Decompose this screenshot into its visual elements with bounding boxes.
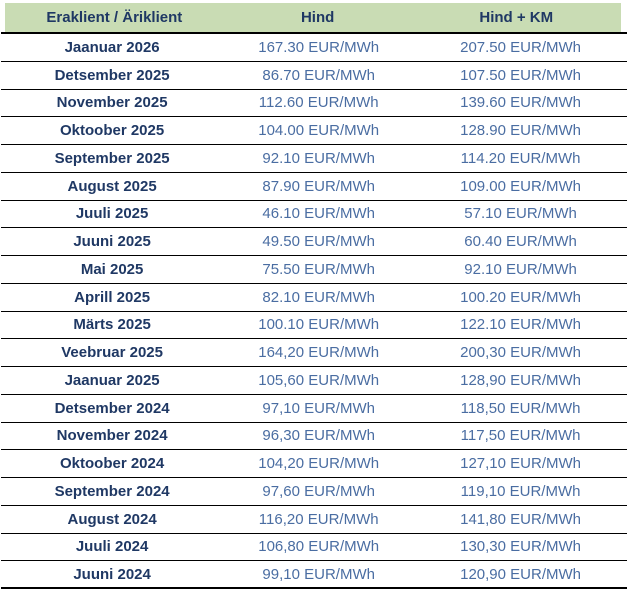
hind-cell: 97,10 EUR/MWh — [262, 399, 375, 417]
period-cell: Juuli 2024 — [75, 538, 149, 556]
period-cell: August 2024 — [67, 510, 157, 528]
hind-cell: 99,10 EUR/MWh — [262, 565, 375, 583]
hind-km-cell: 122.10 EUR/MWh — [460, 316, 581, 334]
hind-cell: 164,20 EUR/MWh — [258, 344, 380, 362]
hind-cell: 105,60 EUR/MWh — [258, 371, 380, 389]
period-cell: Mai 2025 — [80, 260, 144, 278]
period-cell: Jaanuar 2025 — [64, 371, 160, 389]
table-row: Aprill 2025 82.10 EUR/MWh 100.20 EUR/MWh — [1, 284, 627, 312]
table-row: Veebruar 2025 164,20 EUR/MWh 200,30 EUR/… — [1, 339, 627, 367]
hind-cell: 104,20 EUR/MWh — [258, 455, 380, 473]
hind-km-cell: 139.60 EUR/MWh — [460, 94, 581, 112]
column-header-period: Eraklient / Äriklient — [46, 9, 183, 26]
period-cell: Veebruar 2025 — [61, 344, 163, 362]
hind-km-cell: 92.10 EUR/MWh — [464, 260, 577, 278]
period-cell: September 2024 — [54, 482, 170, 500]
hind-cell: 49.50 EUR/MWh — [262, 233, 375, 251]
price-table: Eraklient / Äriklient Hind Hind + KM Jaa… — [1, 3, 627, 589]
period-cell: Detsember 2024 — [54, 399, 170, 417]
hind-cell: 100.10 EUR/MWh — [258, 316, 380, 334]
hind-cell: 82.10 EUR/MWh — [262, 288, 375, 306]
hind-cell: 112.60 EUR/MWh — [258, 94, 379, 112]
period-cell: Juuni 2024 — [73, 565, 151, 583]
table-row: Jaanuar 2025 105,60 EUR/MWh 128,90 EUR/M… — [1, 367, 627, 395]
hind-cell: 167.30 EUR/MWh — [258, 38, 380, 56]
column-header-hind-km: Hind + KM — [479, 9, 554, 26]
hind-cell: 87.90 EUR/MWh — [262, 177, 375, 195]
table-row: November 2025 112.60 EUR/MWh 139.60 EUR/… — [1, 90, 627, 118]
period-cell: Jaanuar 2026 — [64, 38, 160, 56]
hind-km-cell: 107.50 EUR/MWh — [460, 66, 581, 84]
hind-cell: 104.00 EUR/MWh — [258, 122, 380, 140]
table-row: September 2025 92.10 EUR/MWh 114.20 EUR/… — [1, 145, 627, 173]
column-header-hind: Hind — [300, 9, 335, 26]
table-row: August 2025 87.90 EUR/MWh 109.00 EUR/MWh — [1, 173, 627, 201]
table-row: Juuni 2025 49.50 EUR/MWh 60.40 EUR/MWh — [1, 228, 627, 256]
table-header-band: Eraklient / Äriklient Hind Hind + KM — [1, 3, 627, 34]
table-row: Oktoober 2025 104.00 EUR/MWh 128.90 EUR/… — [1, 117, 627, 145]
hind-km-cell: 118,50 EUR/MWh — [460, 399, 581, 417]
hind-cell: 75.50 EUR/MWh — [262, 260, 375, 278]
hind-km-cell: 207.50 EUR/MWh — [460, 38, 581, 56]
table-row: Märts 2025 100.10 EUR/MWh 122.10 EUR/MWh — [1, 312, 627, 340]
table-row: Oktoober 2024 104,20 EUR/MWh 127,10 EUR/… — [1, 450, 627, 478]
hind-km-cell: 141,80 EUR/MWh — [460, 510, 581, 528]
hind-km-cell: 128,90 EUR/MWh — [460, 371, 581, 389]
hind-km-cell: 130,30 EUR/MWh — [460, 538, 581, 556]
period-cell: Detsember 2025 — [54, 66, 170, 84]
table-row: Jaanuar 2026 167.30 EUR/MWh 207.50 EUR/M… — [1, 34, 627, 62]
hind-cell: 92.10 EUR/MWh — [262, 149, 375, 167]
hind-km-cell: 128.90 EUR/MWh — [460, 122, 581, 140]
table-row: Juuli 2024 106,80 EUR/MWh 130,30 EUR/MWh — [1, 534, 627, 562]
hind-cell: 106,80 EUR/MWh — [258, 538, 380, 556]
hind-km-cell: 114.20 EUR/MWh — [460, 149, 581, 167]
hind-km-cell: 100.20 EUR/MWh — [460, 288, 581, 306]
hind-cell: 97,60 EUR/MWh — [262, 482, 375, 500]
table-row: Detsember 2025 86.70 EUR/MWh 107.50 EUR/… — [1, 62, 627, 90]
table-row: Juuli 2025 46.10 EUR/MWh 57.10 EUR/MWh — [1, 201, 627, 229]
period-cell: August 2025 — [67, 177, 157, 195]
table-row: Detsember 2024 97,10 EUR/MWh 118,50 EUR/… — [1, 395, 627, 423]
hind-km-cell: 60.40 EUR/MWh — [464, 233, 577, 251]
period-cell: Aprill 2025 — [74, 288, 151, 306]
hind-cell: 86.70 EUR/MWh — [262, 66, 375, 84]
hind-km-cell: 117,50 EUR/MWh — [460, 427, 581, 445]
table-row: September 2024 97,60 EUR/MWh 119,10 EUR/… — [1, 478, 627, 506]
hind-cell: 96,30 EUR/MWh — [262, 427, 375, 445]
period-cell: Oktoober 2024 — [60, 455, 165, 473]
hind-km-cell: 57.10 EUR/MWh — [464, 205, 577, 223]
table-body: Jaanuar 2026 167.30 EUR/MWh 207.50 EUR/M… — [1, 34, 627, 589]
table-row: Juuni 2024 99,10 EUR/MWh 120,90 EUR/MWh — [1, 561, 627, 589]
hind-km-cell: 109.00 EUR/MWh — [460, 177, 581, 195]
period-cell: November 2025 — [56, 94, 168, 112]
period-cell: Juuli 2025 — [75, 205, 149, 223]
table-header-row: Eraklient / Äriklient Hind Hind + KM — [5, 3, 621, 32]
period-cell: Oktoober 2025 — [60, 122, 165, 140]
period-cell: Juuni 2025 — [73, 233, 151, 251]
period-cell: Märts 2025 — [73, 316, 151, 334]
hind-km-cell: 127,10 EUR/MWh — [460, 455, 581, 473]
hind-cell: 46.10 EUR/MWh — [262, 205, 375, 223]
hind-km-cell: 200,30 EUR/MWh — [460, 344, 581, 362]
table-row: Mai 2025 75.50 EUR/MWh 92.10 EUR/MWh — [1, 256, 627, 284]
table-row: August 2024 116,20 EUR/MWh 141,80 EUR/MW… — [1, 506, 627, 534]
period-cell: November 2024 — [56, 427, 168, 445]
hind-km-cell: 119,10 EUR/MWh — [460, 482, 581, 500]
table-row: November 2024 96,30 EUR/MWh 117,50 EUR/M… — [1, 423, 627, 451]
period-cell: September 2025 — [54, 149, 170, 167]
hind-km-cell: 120,90 EUR/MWh — [460, 565, 581, 583]
hind-cell: 116,20 EUR/MWh — [258, 510, 379, 528]
